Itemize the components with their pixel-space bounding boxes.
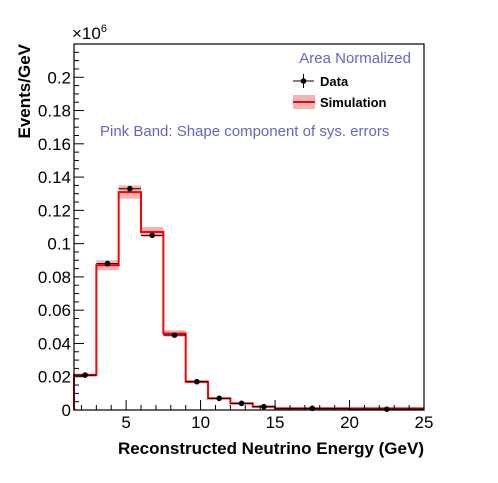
data-point-marker-6 — [216, 395, 223, 402]
legend-data-entry: Data — [293, 74, 349, 89]
data-point-marker-2 — [127, 185, 133, 192]
legend: Data Simulation — [293, 74, 387, 110]
x-axis-ticks: 5 10 15 20 25 — [80, 400, 434, 432]
data-point-marker-10 — [383, 406, 390, 412]
y-tick-label-8: 0.16 — [38, 135, 71, 154]
y-multiplier: ×106 — [72, 23, 107, 43]
x-axis-label: Reconstructed Neutrino Energy (GeV) — [118, 439, 424, 458]
data-point-1 — [96, 260, 119, 267]
data-point-6 — [208, 395, 231, 402]
data-point-7 — [230, 400, 253, 407]
y-multiplier-base: ×10 — [72, 24, 101, 43]
legend-data-label: Data — [320, 74, 349, 89]
y-tick-label-4: 0.08 — [38, 268, 71, 287]
y-tick-label-2: 0.04 — [38, 334, 71, 353]
legend-simulation-entry: Simulation — [293, 95, 387, 110]
data-point-4 — [163, 332, 186, 338]
data-point-marker-3 — [149, 232, 155, 239]
x-tick-label-1: 10 — [191, 413, 210, 432]
x-tick-label-4: 25 — [415, 413, 434, 432]
y-axis-label: Events/GeV — [15, 43, 34, 138]
x-tick-label-2: 15 — [266, 413, 285, 432]
data-point-marker-7 — [238, 400, 245, 407]
data-point-marker-1 — [104, 260, 111, 267]
legend-simulation-label: Simulation — [320, 95, 387, 110]
y-tick-label-9: 0.18 — [38, 102, 71, 121]
y-tick-label-6: 0.12 — [38, 201, 71, 220]
x-tick-label-3: 20 — [340, 413, 359, 432]
data-point-8 — [252, 403, 276, 410]
data-point-3 — [141, 232, 164, 239]
y-tick-label-10: 0.2 — [47, 68, 71, 87]
data-point-2 — [118, 185, 142, 192]
y-tick-label-0: 0 — [62, 401, 71, 420]
area-normalized-note: Area Normalized — [299, 50, 411, 67]
data-point-marker-4 — [171, 332, 178, 338]
y-multiplier-exponent: 6 — [101, 23, 107, 35]
y-tick-label-1: 0.02 — [38, 368, 71, 387]
y-tick-label-5: 0.1 — [47, 235, 71, 254]
legend-data-marker — [300, 78, 307, 84]
y-axis-ticks: 0 0.02 0.04 0.06 0.08 0.1 0.12 0.14 0.16 0.18 0.2 — [38, 51, 84, 420]
data-point-5 — [185, 378, 209, 385]
data-point-marker-5 — [194, 378, 200, 385]
y-tick-label-3: 0.06 — [38, 301, 71, 320]
x-tick-label-0: 5 — [121, 413, 130, 432]
pink-band-note: Pink Band: Shape component of sys. error… — [100, 123, 389, 140]
y-tick-label-7: 0.14 — [38, 168, 71, 187]
data-point-marker-8 — [261, 403, 267, 410]
